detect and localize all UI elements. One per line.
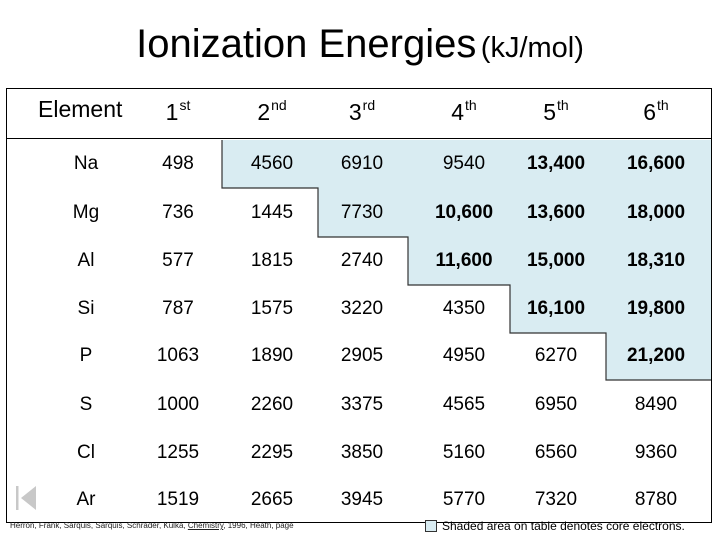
table-cell: 1063 xyxy=(156,345,200,366)
title-unit: (kJ/mol) xyxy=(480,32,584,64)
legend-swatch xyxy=(425,520,437,532)
element-symbol: Cl xyxy=(77,442,95,463)
element-symbol: Mg xyxy=(72,202,100,223)
header-suffix: rd xyxy=(362,97,376,113)
legend-text: Shaded area on table denotes core electr… xyxy=(442,519,685,533)
header-ordinal-2: 2nd xyxy=(257,98,286,124)
table-cell: 6910 xyxy=(340,153,384,174)
table-cell: 18,310 xyxy=(626,250,686,271)
credit-book: Chemistry xyxy=(187,521,224,530)
table-cell: 4350 xyxy=(442,298,486,319)
table-cell: 16,100 xyxy=(526,298,586,319)
table-cell: 1815 xyxy=(250,250,294,271)
table-cell: 9540 xyxy=(442,153,486,174)
legend: Shaded area on table denotes core electr… xyxy=(425,519,685,533)
table-cell: 498 xyxy=(162,153,194,174)
table-cell: 6560 xyxy=(534,442,578,463)
header-ordinal-6: 6th xyxy=(643,98,668,124)
header-suffix: th xyxy=(657,97,669,113)
table-cell: 4560 xyxy=(250,153,294,174)
table-cell: 3945 xyxy=(340,489,384,510)
header-ordinal-4: 4th xyxy=(451,98,476,124)
table-cell: 7730 xyxy=(340,202,384,223)
table-cell: 10,600 xyxy=(434,202,494,223)
header-number: 6 xyxy=(643,99,657,125)
table-frame xyxy=(6,88,712,523)
table-cell: 11,600 xyxy=(435,250,493,271)
shade-col-6 xyxy=(606,140,712,380)
table-cell: 3375 xyxy=(340,394,384,415)
header-divider xyxy=(6,138,712,139)
element-symbol: P xyxy=(79,345,93,366)
table-cell: 1445 xyxy=(250,202,294,223)
table-cell: 1519 xyxy=(156,489,200,510)
table-cell: 19,800 xyxy=(626,298,686,319)
header-number: 1 xyxy=(165,99,179,125)
table-cell: 13,600 xyxy=(526,202,586,223)
header-ordinal-5: 5th xyxy=(543,98,568,124)
table-cell: 9360 xyxy=(634,442,678,463)
table-cell: 3220 xyxy=(340,298,384,319)
table-cell: 1000 xyxy=(156,394,200,415)
table-cell: 21,200 xyxy=(626,345,686,366)
element-symbol: Ar xyxy=(76,489,96,510)
table-cell: 16,600 xyxy=(626,153,686,174)
header-ordinal-3: 3rd xyxy=(349,98,375,124)
shade-col-2 xyxy=(222,140,318,188)
table-cell: 1255 xyxy=(156,442,200,463)
shade-col-5 xyxy=(510,140,606,333)
table-cell: 2665 xyxy=(250,489,294,510)
table-cell: 2905 xyxy=(340,345,384,366)
header-suffix: th xyxy=(557,97,569,113)
header-suffix: th xyxy=(465,97,477,113)
credit-suffix: , 1996, Heath, page xyxy=(223,521,294,530)
table-cell: 4565 xyxy=(442,394,486,415)
table-cell: 5160 xyxy=(442,442,486,463)
element-symbol: Si xyxy=(77,298,95,319)
header-number: 5 xyxy=(543,99,557,125)
source-credit: Herron, Frank, Sarquis, Sarquis, Schrade… xyxy=(10,521,294,530)
header-number: 4 xyxy=(451,99,465,125)
table-cell: 2260 xyxy=(250,394,294,415)
header-suffix: nd xyxy=(271,97,287,113)
table-cell: 8490 xyxy=(634,394,678,415)
title-main: Ionization Energies xyxy=(136,22,477,66)
table-cell: 3850 xyxy=(340,442,384,463)
shade-col-4 xyxy=(408,140,510,285)
table-cell: 1890 xyxy=(250,345,294,366)
table-cell: 2740 xyxy=(340,250,384,271)
table-cell: 736 xyxy=(162,202,194,223)
table-cell: 6950 xyxy=(534,394,578,415)
header-number: 2 xyxy=(257,99,271,125)
previous-slide-icon[interactable] xyxy=(14,484,38,512)
table-cell: 15,000 xyxy=(526,250,586,271)
table-cell: 787 xyxy=(162,298,194,319)
element-symbol: Na xyxy=(73,153,99,174)
table-cell: 577 xyxy=(162,250,194,271)
table-cell: 13,400 xyxy=(526,153,586,174)
table-cell: 1575 xyxy=(250,298,294,319)
table-cell: 5770 xyxy=(442,489,486,510)
table-cell: 6270 xyxy=(534,345,578,366)
table-cell: 4950 xyxy=(442,345,486,366)
header-suffix: st xyxy=(179,97,191,113)
shade-col-3 xyxy=(318,140,408,237)
header-element: Element xyxy=(38,96,123,122)
element-symbol: Al xyxy=(77,250,95,271)
element-symbol: S xyxy=(79,394,93,415)
table-cell: 8780 xyxy=(634,489,678,510)
table-cell: 18,000 xyxy=(626,202,686,223)
table-cell: 7320 xyxy=(534,489,578,510)
credit-prefix: Herron, Frank, Sarquis, Sarquis, Schrade… xyxy=(10,521,188,530)
table-cell: 2295 xyxy=(250,442,294,463)
header-number: 3 xyxy=(348,99,362,125)
page-title: Ionization Energies (kJ/mol) xyxy=(0,22,720,67)
header-ordinal-1: 1st xyxy=(166,98,191,124)
